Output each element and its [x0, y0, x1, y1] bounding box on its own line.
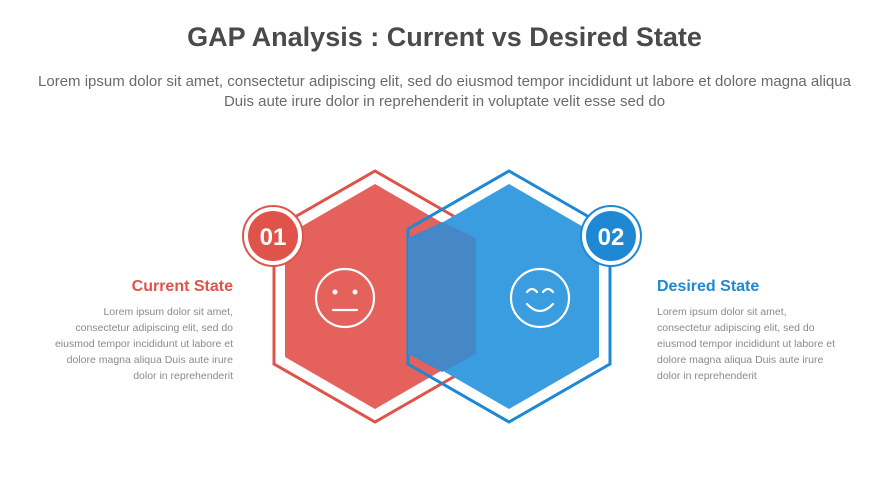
badge-01-label: 01 — [260, 224, 287, 251]
badge-02: 02 — [580, 205, 642, 267]
page-subtitle: Lorem ipsum dolor sit amet, consectetur … — [38, 73, 851, 110]
page-title: GAP Analysis : Current vs Desired State — [187, 22, 702, 52]
current-state-title: Current State — [131, 278, 233, 295]
smiling-face-icon — [509, 267, 571, 329]
current-state-text: Lorem ipsum dolor sit amet, consectetur … — [54, 306, 233, 382]
badge-02-label: 02 — [598, 224, 625, 251]
desired-state-text: Lorem ipsum dolor sit amet, consectetur … — [657, 306, 836, 382]
overlap-region — [408, 222, 476, 372]
desired-state-title: Desired State — [657, 278, 760, 295]
badge-01: 01 — [242, 205, 304, 267]
neutral-face-icon — [314, 267, 376, 329]
